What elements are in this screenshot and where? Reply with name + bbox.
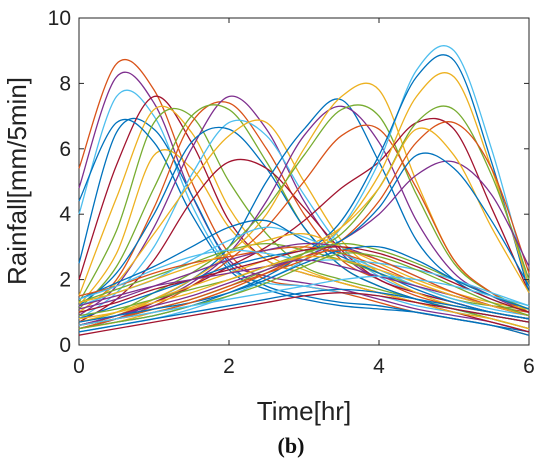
x-axis: 0 2 4 6 xyxy=(73,18,535,378)
x-tick-label: 2 xyxy=(223,355,235,378)
series-line-2 xyxy=(78,71,530,333)
y-axis: 0 2 4 6 8 10 xyxy=(48,7,529,357)
series-line-8 xyxy=(78,149,530,330)
y-tick-label: 6 xyxy=(59,138,71,161)
y-tick-label: 10 xyxy=(48,7,71,30)
x-axis-label: Time[hr] xyxy=(257,396,351,426)
y-tick-label: 4 xyxy=(59,203,71,226)
series-line-46 xyxy=(78,292,530,336)
series-line-43 xyxy=(78,255,530,320)
y-tick-label: 8 xyxy=(59,72,71,95)
series-line-47 xyxy=(78,275,530,327)
series-line-45 xyxy=(78,288,530,333)
y-tick-label: 2 xyxy=(59,269,71,292)
y-axis-label: Rainfall[mm/5min] xyxy=(2,77,32,285)
series-line-9 xyxy=(78,118,530,336)
series-line-33 xyxy=(78,219,530,320)
x-tick-label: 4 xyxy=(373,355,385,378)
x-tick-label: 6 xyxy=(523,355,535,378)
series-line-40 xyxy=(78,245,530,323)
figure-caption: (b) xyxy=(278,433,305,458)
series-lines xyxy=(78,44,530,336)
series-line-37 xyxy=(78,246,530,313)
y-tick-label: 0 xyxy=(59,334,71,357)
x-tick-label: 0 xyxy=(73,355,85,378)
